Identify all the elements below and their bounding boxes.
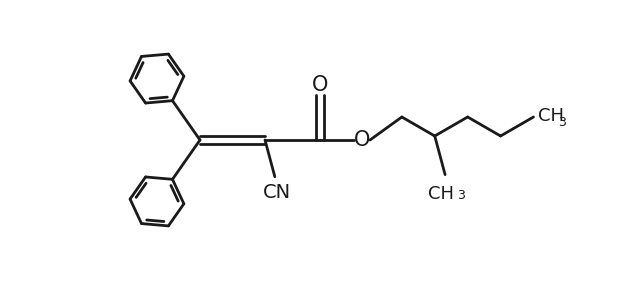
- Text: CH: CH: [428, 185, 454, 203]
- Text: O: O: [312, 75, 328, 95]
- Text: CH: CH: [538, 107, 564, 125]
- Text: 3: 3: [559, 115, 566, 128]
- Text: 3: 3: [457, 188, 465, 202]
- Text: O: O: [354, 130, 370, 150]
- Text: CN: CN: [263, 183, 291, 202]
